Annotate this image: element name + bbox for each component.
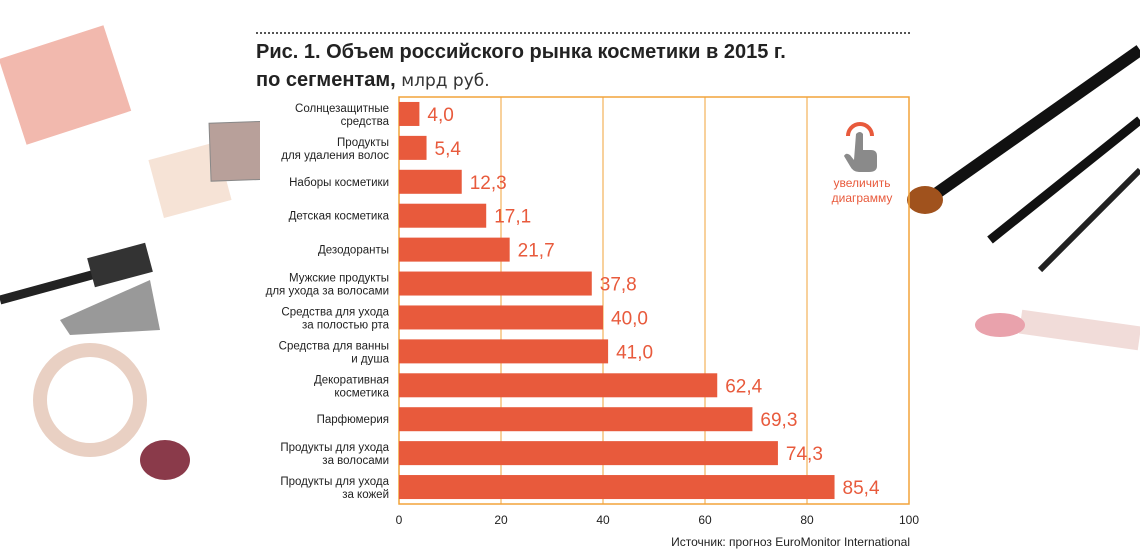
chart-title: Рис. 1. Объем российского рынка косметик… [256, 38, 786, 95]
bar [399, 475, 835, 500]
x-tick-label: 20 [494, 513, 508, 527]
cosmetics-illustration-right [907, 45, 1140, 351]
category-label: для удаления волос [281, 150, 389, 162]
x-tick-label: 100 [899, 513, 919, 527]
data-label: 17,1 [494, 207, 531, 228]
category-label: Детская косметика [289, 211, 390, 223]
category-label: средства [341, 116, 390, 128]
data-label: 74,3 [786, 444, 823, 465]
category-label: Мужские продукты [289, 273, 389, 285]
category-label: за кожей [342, 489, 389, 501]
cosmetics-illustration-left [0, 25, 260, 480]
category-label: Декоративная [314, 374, 389, 386]
category-label: за полостью рта [302, 319, 390, 331]
tap-hand-icon [844, 122, 877, 172]
plot-frame [398, 96, 910, 505]
zoom-label-2: диаграмму [831, 191, 893, 205]
bar [399, 101, 420, 126]
data-label: 4,0 [427, 105, 453, 126]
title-line-2-text: по сегментам, [256, 69, 396, 91]
bar [399, 305, 603, 330]
x-tick-label: 0 [396, 513, 403, 527]
data-label: 12,3 [470, 173, 507, 194]
data-label: 41,0 [616, 342, 653, 363]
x-tick-label: 60 [698, 513, 712, 527]
data-label: 85,4 [843, 478, 880, 499]
category-label: Наборы косметики [289, 177, 389, 189]
category-label: Солнцезащитные [295, 103, 389, 115]
unit-label: млрд руб. [401, 71, 490, 91]
data-label: 37,8 [600, 275, 637, 296]
data-label: 5,4 [435, 139, 462, 160]
bar [399, 237, 510, 262]
data-label: 40,0 [611, 308, 648, 329]
category-label: косметика [334, 387, 389, 399]
bar [399, 271, 592, 296]
category-label: для ухода за волосами [266, 286, 389, 298]
bar [399, 135, 427, 160]
x-tick-label: 40 [596, 513, 610, 527]
category-label: за волосами [322, 455, 389, 467]
title-line-1: Рис. 1. Объем российского рынка косметик… [256, 41, 786, 63]
x-tick-label: 80 [800, 513, 814, 527]
category-label: Дезодоранты [318, 245, 389, 257]
bar [399, 339, 609, 364]
bar [399, 373, 718, 398]
category-label: Парфюмерия [317, 414, 389, 426]
data-label: 21,7 [518, 241, 555, 262]
data-label: 69,3 [760, 410, 797, 431]
bar [399, 441, 778, 466]
data-label: 62,4 [725, 376, 762, 397]
bar [399, 203, 487, 228]
bar [399, 407, 753, 432]
category-label: Средства для ухода [281, 306, 389, 318]
category-label: Средства для ванны [279, 340, 389, 352]
category-label: Продукты [337, 137, 389, 149]
category-label: Продукты для ухода [280, 442, 389, 454]
zoom-chart-button[interactable]: увеличить диаграмму [822, 122, 902, 206]
zoom-label-1: увеличить [833, 176, 891, 190]
category-label: и душа [351, 353, 389, 365]
bar [399, 169, 462, 194]
category-label: Продукты для ухода [280, 476, 389, 488]
title-line-2: по сегментам, млрд руб. [256, 66, 786, 95]
source-note: Источник: прогноз EuroMonitor Internatio… [671, 535, 910, 549]
title-divider [256, 32, 910, 34]
